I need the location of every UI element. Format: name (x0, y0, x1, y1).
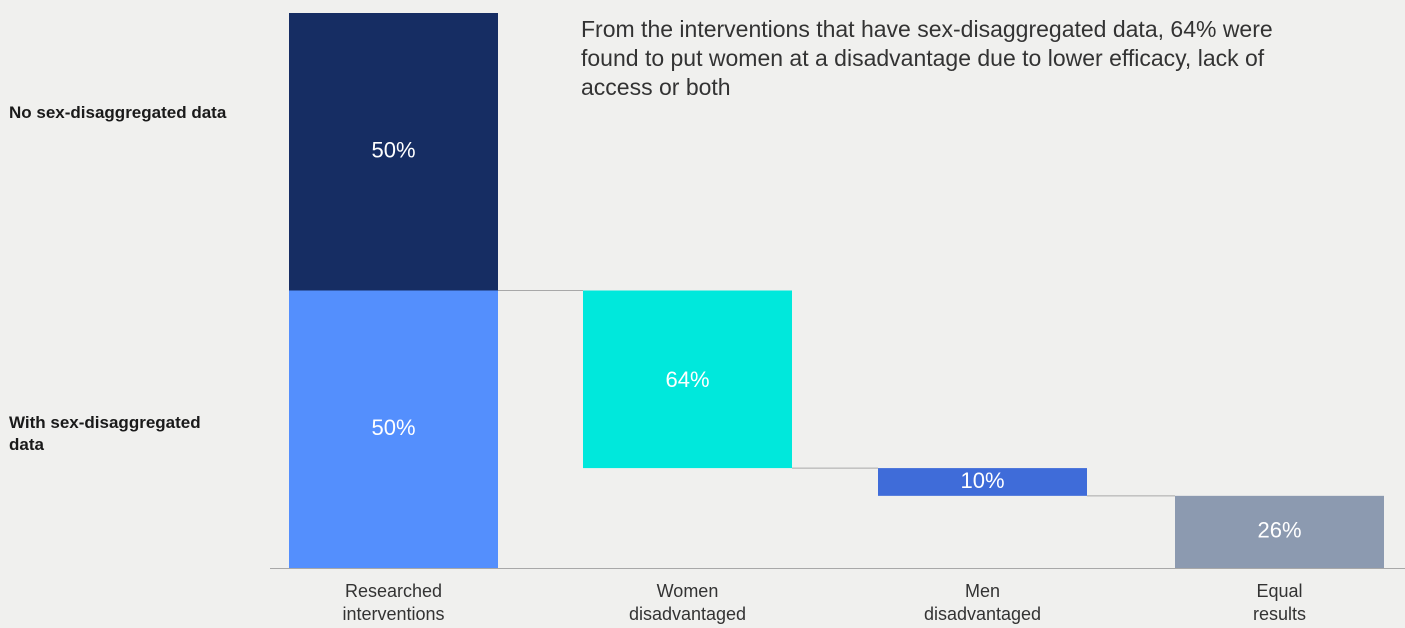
row-label-no-sex-disaggregated: No sex-disaggregated data (9, 103, 227, 122)
bar-label-0: 64% (665, 367, 709, 392)
bar-equal-results (1175, 495, 1384, 568)
x-tick-label-1: Women disadvantaged (629, 581, 746, 624)
bar-label-2: 26% (1257, 518, 1301, 543)
bar-researched-segment-1 (289, 13, 498, 291)
x-tick-label-3: Equal results (1253, 581, 1306, 624)
bar-label-researched-segment-1: 50% (371, 138, 415, 163)
bar-researched-segment-0 (289, 290, 498, 568)
x-tick-label-0: Researched interventions (342, 581, 444, 624)
chart-annotation: From the interventions that have sex-dis… (581, 16, 1273, 100)
x-tick-label-2: Men disadvantaged (924, 581, 1041, 624)
bar-women-disadvantaged (583, 290, 792, 469)
row-label-with-sex-disaggregated: With sex-disaggregated data (9, 413, 201, 454)
bar-label-researched-segment-0: 50% (371, 415, 415, 440)
bar-label-1: 10% (960, 468, 1004, 493)
bar-men-disadvantaged (878, 468, 1087, 496)
